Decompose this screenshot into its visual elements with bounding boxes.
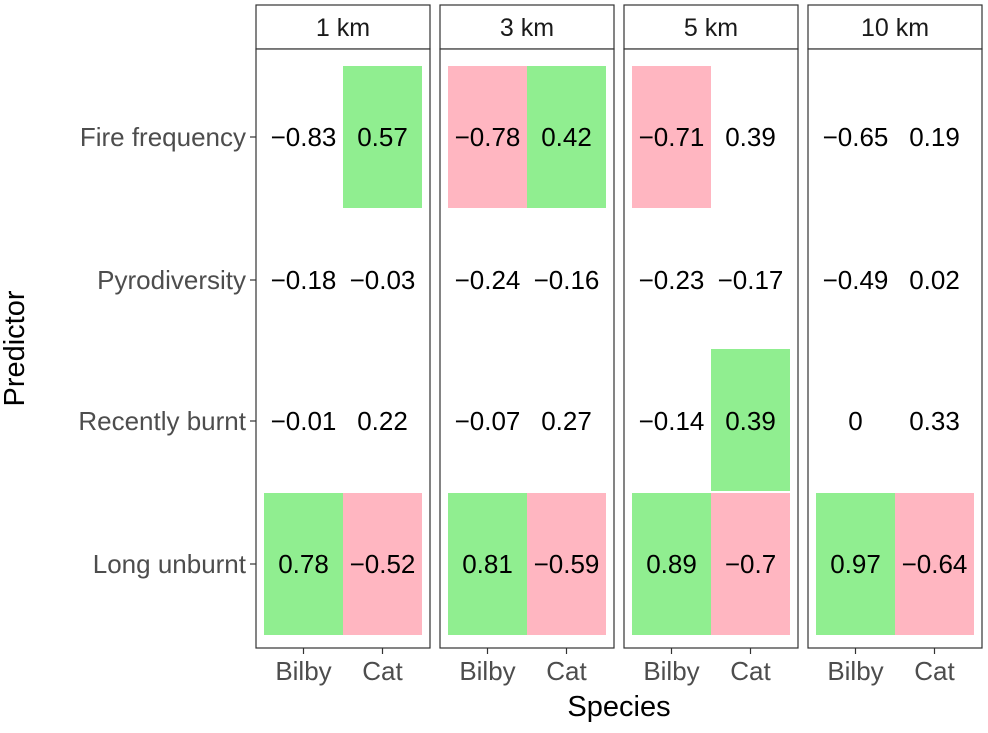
data-label: 0.97 xyxy=(830,549,881,579)
x-tick-label: Cat xyxy=(914,656,955,686)
data-label: 0.57 xyxy=(357,122,408,152)
y-axis-title: Predictor xyxy=(0,290,31,406)
y-tick-label: Long unburnt xyxy=(93,549,247,579)
data-label: −0.24 xyxy=(455,265,521,295)
y-tick-label: Recently burnt xyxy=(78,406,246,436)
data-label: 0.39 xyxy=(725,406,776,436)
data-label: 0 xyxy=(848,406,862,436)
facet-strip xyxy=(255,4,431,50)
heatmap-tile-negative xyxy=(448,66,527,208)
data-label: 0.89 xyxy=(646,549,697,579)
data-label: −0.65 xyxy=(823,122,889,152)
data-label: 0.19 xyxy=(909,122,960,152)
x-tick-label: Bilby xyxy=(275,656,331,686)
x-tick-label: Bilby xyxy=(459,656,515,686)
data-label: −0.64 xyxy=(902,549,968,579)
data-label: 0.78 xyxy=(278,549,329,579)
data-label: −0.78 xyxy=(455,122,521,152)
data-label: −0.83 xyxy=(271,122,337,152)
heatmap-tile-negative xyxy=(343,493,422,635)
data-label: 0.22 xyxy=(357,406,408,436)
x-tick-label: Cat xyxy=(362,656,403,686)
heatmap-tile-negative xyxy=(895,493,974,635)
panel-border xyxy=(807,48,983,649)
data-label: −0.71 xyxy=(639,122,705,152)
facet-strip xyxy=(623,4,799,50)
data-label: −0.07 xyxy=(455,406,521,436)
heatmap-tile-positive xyxy=(343,66,422,208)
data-label: 0.33 xyxy=(909,406,960,436)
data-label: −0.52 xyxy=(350,549,416,579)
data-label: 0.39 xyxy=(725,122,776,152)
data-label: 0.81 xyxy=(462,549,513,579)
heatmap-tile-positive xyxy=(816,493,895,635)
x-tick-label: Cat xyxy=(730,656,771,686)
data-label: 0.02 xyxy=(909,265,960,295)
heatmap-tile-positive xyxy=(264,493,343,635)
data-label: −0.14 xyxy=(639,406,705,436)
data-label: −0.18 xyxy=(271,265,337,295)
facet-title: 10 km xyxy=(861,14,929,42)
heatmap-tile-positive xyxy=(711,349,790,491)
data-label: −0.16 xyxy=(534,265,600,295)
y-tick-label: Pyrodiversity xyxy=(97,265,246,295)
heatmap-tile-negative xyxy=(632,66,711,208)
facet-strip xyxy=(807,4,983,50)
data-label: −0.17 xyxy=(718,265,784,295)
data-label: −0.7 xyxy=(725,549,776,579)
data-label: −0.03 xyxy=(350,265,416,295)
panel-border xyxy=(623,48,799,649)
data-label: 0.42 xyxy=(541,122,592,152)
facet-title: 5 km xyxy=(684,14,738,42)
data-label: −0.59 xyxy=(534,549,600,579)
x-tick-label: Cat xyxy=(546,656,587,686)
facet-title: 1 km xyxy=(316,14,370,42)
panel-border xyxy=(439,48,615,649)
panel-border xyxy=(255,48,431,649)
data-label: −0.23 xyxy=(639,265,705,295)
heatmap-tile-positive xyxy=(448,493,527,635)
heatmap-tile-negative xyxy=(711,493,790,635)
x-tick-label: Bilby xyxy=(643,656,699,686)
x-axis-title: Species xyxy=(567,691,670,723)
x-tick-label: Bilby xyxy=(827,656,883,686)
data-label: 0.27 xyxy=(541,406,592,436)
heatmap-tile-positive xyxy=(527,66,606,208)
heatmap-tile-positive xyxy=(632,493,711,635)
heatmap-tile-negative xyxy=(527,493,606,635)
facet-strip xyxy=(439,4,615,50)
y-tick-label: Fire frequency xyxy=(80,122,246,152)
data-label: −0.49 xyxy=(823,265,889,295)
data-label: −0.01 xyxy=(271,406,337,436)
facet-title: 3 km xyxy=(500,14,554,42)
